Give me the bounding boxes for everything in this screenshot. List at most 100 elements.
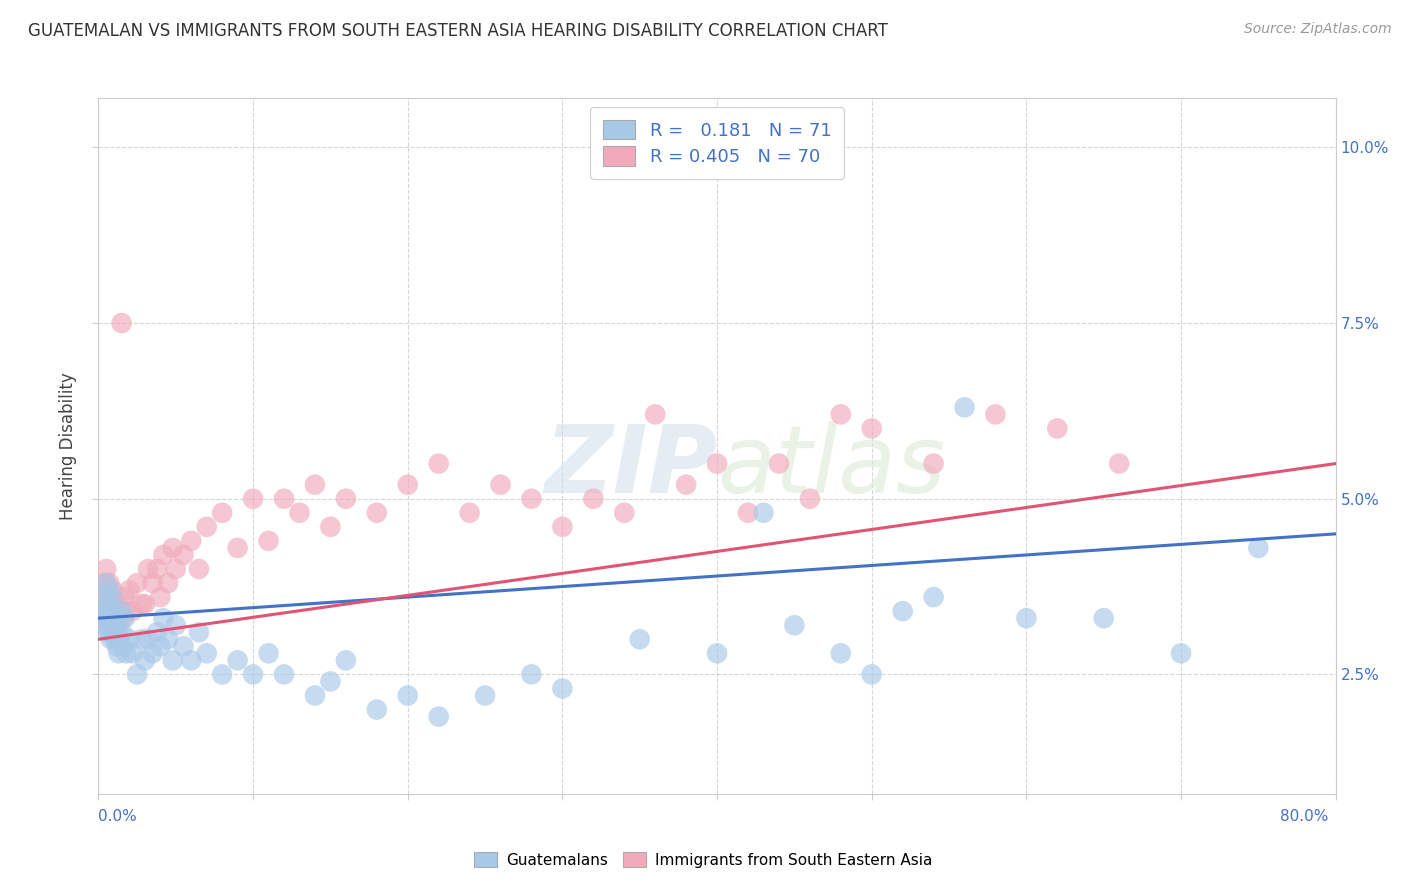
Point	[1108, 457, 1130, 471]
Point	[427, 457, 450, 471]
Point	[157, 632, 180, 647]
Point	[97, 625, 120, 640]
Point	[396, 477, 419, 491]
Point	[97, 597, 120, 611]
Point	[582, 491, 605, 506]
Y-axis label: Hearing Disability: Hearing Disability	[59, 372, 77, 520]
Point	[458, 506, 481, 520]
Point	[142, 646, 165, 660]
Point	[211, 506, 233, 520]
Point	[134, 597, 156, 611]
Point	[180, 653, 202, 667]
Point	[304, 477, 326, 491]
Point	[93, 576, 115, 591]
Point	[752, 506, 775, 520]
Point	[520, 491, 543, 506]
Point	[783, 618, 806, 632]
Point	[121, 646, 143, 660]
Point	[891, 604, 914, 618]
Point	[162, 541, 184, 555]
Point	[1247, 541, 1270, 555]
Point	[104, 632, 127, 647]
Text: atlas: atlas	[717, 421, 945, 512]
Point	[737, 506, 759, 520]
Point	[114, 590, 136, 604]
Point	[93, 590, 115, 604]
Point	[108, 632, 131, 647]
Point	[107, 611, 129, 625]
Point	[366, 702, 388, 716]
Point	[105, 618, 128, 632]
Point	[396, 689, 419, 703]
Point	[100, 632, 122, 647]
Point	[136, 562, 159, 576]
Point	[319, 520, 342, 534]
Point	[100, 604, 122, 618]
Point	[242, 491, 264, 506]
Point	[984, 408, 1007, 422]
Point	[257, 646, 280, 660]
Point	[105, 640, 128, 654]
Legend: Guatemalans, Immigrants from South Eastern Asia: Guatemalans, Immigrants from South Easte…	[465, 844, 941, 875]
Point	[474, 689, 496, 703]
Point	[152, 548, 174, 562]
Point	[103, 604, 125, 618]
Point	[101, 611, 124, 625]
Text: GUATEMALAN VS IMMIGRANTS FROM SOUTH EASTERN ASIA HEARING DISABILITY CORRELATION : GUATEMALAN VS IMMIGRANTS FROM SOUTH EAST…	[28, 22, 889, 40]
Point	[111, 625, 134, 640]
Point	[90, 604, 112, 618]
Point	[134, 653, 156, 667]
Point	[489, 477, 512, 491]
Point	[1170, 646, 1192, 660]
Point	[628, 632, 651, 647]
Point	[226, 653, 249, 667]
Point	[860, 421, 883, 435]
Point	[335, 491, 357, 506]
Point	[118, 583, 141, 598]
Point	[675, 477, 697, 491]
Point	[111, 316, 134, 330]
Point	[195, 646, 218, 660]
Point	[112, 640, 135, 654]
Point	[195, 520, 218, 534]
Point	[107, 646, 129, 660]
Text: 80.0%: 80.0%	[1281, 809, 1329, 823]
Point	[136, 632, 159, 647]
Text: 0.0%: 0.0%	[98, 809, 138, 823]
Point	[922, 590, 945, 604]
Text: ZIP: ZIP	[544, 421, 717, 513]
Point	[273, 491, 295, 506]
Point	[100, 618, 122, 632]
Point	[427, 709, 450, 723]
Point	[1046, 421, 1069, 435]
Point	[146, 562, 169, 576]
Point	[96, 562, 118, 576]
Point	[830, 408, 852, 422]
Point	[91, 618, 114, 632]
Point	[953, 401, 976, 415]
Point	[211, 667, 233, 681]
Point	[103, 625, 125, 640]
Point	[115, 604, 138, 618]
Point	[319, 674, 342, 689]
Point	[90, 597, 112, 611]
Point	[96, 611, 118, 625]
Point	[157, 576, 180, 591]
Text: Source: ZipAtlas.com: Source: ZipAtlas.com	[1244, 22, 1392, 37]
Point	[551, 520, 574, 534]
Point	[127, 667, 149, 681]
Point	[165, 562, 187, 576]
Point	[108, 604, 131, 618]
Point	[101, 583, 124, 598]
Point	[101, 590, 124, 604]
Point	[100, 597, 122, 611]
Point	[799, 491, 821, 506]
Legend: R =   0.181   N = 71, R = 0.405   N = 70: R = 0.181 N = 71, R = 0.405 N = 70	[591, 107, 844, 178]
Point	[520, 667, 543, 681]
Point	[146, 625, 169, 640]
Point	[142, 576, 165, 591]
Point	[104, 611, 127, 625]
Point	[242, 667, 264, 681]
Point	[188, 562, 211, 576]
Point	[131, 597, 153, 611]
